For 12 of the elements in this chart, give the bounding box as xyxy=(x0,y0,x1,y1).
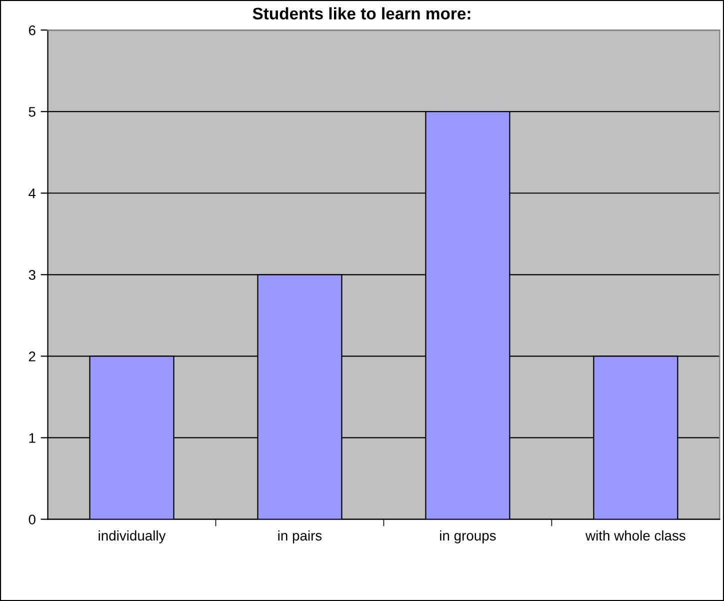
x-tick-label: in groups xyxy=(440,530,496,544)
y-tick-label: 6 xyxy=(28,25,36,36)
x-tick-label: individually xyxy=(98,530,166,544)
y-tick-label: 4 xyxy=(28,188,36,198)
y-tick-label: 2 xyxy=(28,352,36,362)
y-tick-label: 5 xyxy=(28,107,36,117)
x-tick-label: in pairs xyxy=(278,530,322,544)
chart-title: Students like to learn more: xyxy=(252,7,470,20)
y-tick-label: 3 xyxy=(28,270,36,280)
x-tick-label: with whole class xyxy=(585,530,686,541)
y-tick-label: 0 xyxy=(28,514,36,524)
y-tick-label: 1 xyxy=(29,433,36,443)
